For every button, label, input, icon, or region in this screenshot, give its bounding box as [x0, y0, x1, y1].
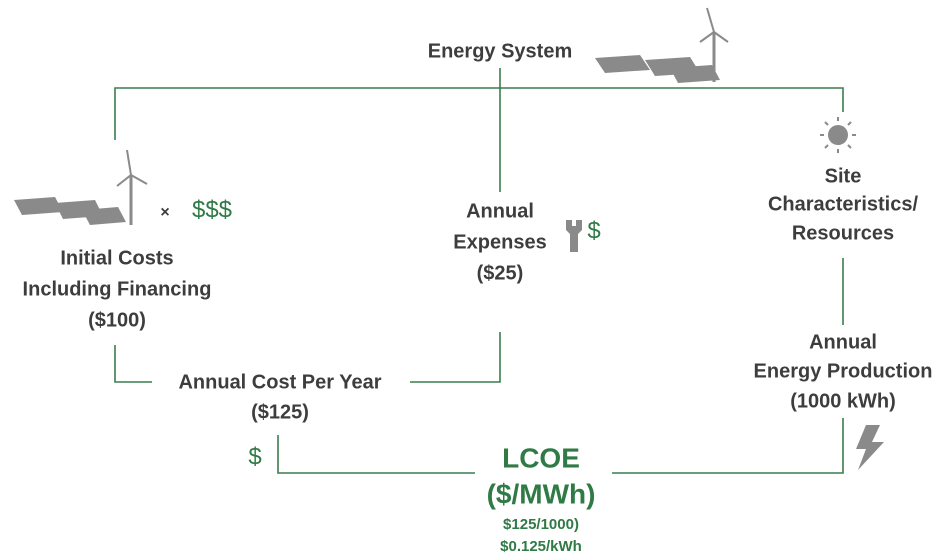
lcoe-label: ($/MWh): [487, 478, 596, 509]
node-label: Initial Costs: [60, 247, 173, 269]
lightning-icon: [856, 425, 884, 470]
node-label: Site: [825, 165, 862, 187]
node-label: Resources: [792, 222, 894, 244]
connector: [114, 87, 844, 140]
connector: [277, 435, 475, 474]
solar-wind-icon: [595, 7, 729, 83]
sun-icon: [820, 117, 856, 153]
node-label: Characteristics/: [768, 193, 919, 215]
node-label: Expenses: [453, 231, 546, 253]
node-label: Including Financing: [23, 278, 212, 300]
node-label: Energy Production: [754, 360, 933, 382]
cost-symbol: $: [248, 443, 261, 470]
node-label: ($100): [88, 309, 146, 331]
node-label: (1000 kWh): [790, 390, 896, 412]
connector: [410, 332, 501, 383]
node-label: Annual: [466, 200, 534, 222]
multiplier: ×: [160, 204, 169, 221]
cost-symbol: $: [587, 217, 600, 244]
connector: [612, 418, 844, 474]
connectors: [114, 68, 844, 474]
lcoe-formula: $0.125/kWh: [500, 538, 582, 555]
cost-symbol: $$$: [192, 196, 232, 223]
title: Energy System: [428, 40, 573, 62]
wrench-icon: [566, 220, 582, 252]
connector: [114, 345, 152, 383]
node-label: ($125): [251, 401, 309, 423]
solar-wind-icon: [14, 149, 148, 225]
node-label: Annual: [809, 331, 877, 353]
node-label: ($25): [477, 262, 524, 284]
lcoe-formula: $125/1000): [503, 516, 579, 533]
node-label: Annual Cost Per Year: [178, 371, 381, 393]
lcoe-label: LCOE: [502, 442, 580, 473]
